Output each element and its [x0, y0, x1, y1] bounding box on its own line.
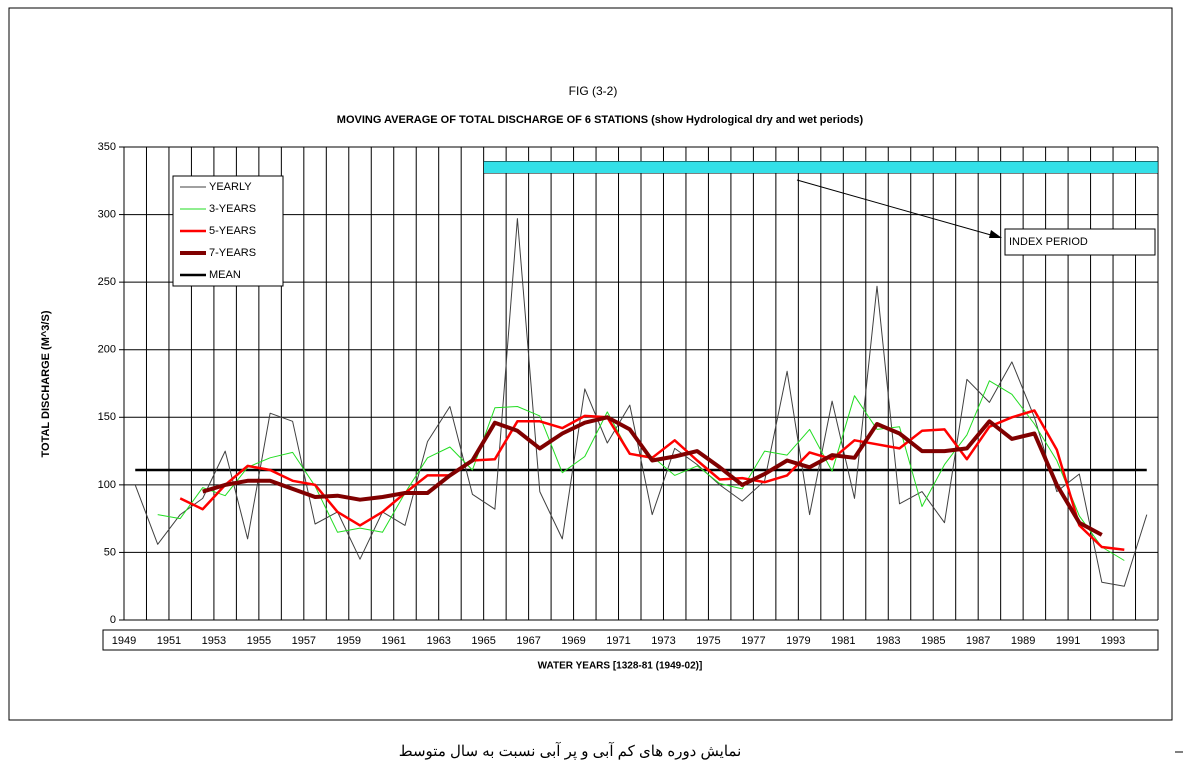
y-tick-label: 50: [104, 546, 116, 558]
index-label: INDEX PERIOD: [1009, 236, 1088, 248]
series-line: [134, 218, 1148, 587]
chart-frame: [8, 7, 1173, 721]
y-tick-label: 100: [98, 479, 116, 491]
series-line: [202, 415, 1103, 537]
x-label-box: [102, 629, 1159, 651]
y-axis-label: TOTAL DISCHARGE (M^3/S): [40, 310, 52, 457]
x-tick-label: 1951: [157, 635, 181, 647]
x-tick-label: 1987: [966, 635, 990, 647]
x-tick-label: 1983: [876, 635, 900, 647]
x-tick-label: 1957: [292, 635, 316, 647]
x-tick-label: 1981: [831, 635, 855, 647]
y-tick-label: 150: [98, 411, 116, 423]
chart-title: FIG (3-2): [569, 84, 618, 98]
caption-number: شکل 11 –: [1175, 743, 1183, 760]
caption-text: نمایش دوره های کم آبی و پر آبی نسبت به س…: [399, 742, 742, 760]
y-tick-label: 300: [98, 208, 116, 220]
legend-label: MEAN: [209, 269, 241, 281]
x-tick-label: 1965: [471, 635, 495, 647]
legend-label: 3-YEARS: [209, 203, 256, 215]
x-tick-label: 1963: [426, 635, 450, 647]
y-tick-label: 200: [98, 344, 116, 356]
arrow-head: [989, 230, 1002, 238]
x-tick-label: 1959: [337, 635, 361, 647]
chart-subtitle: MOVING AVERAGE OF TOTAL DISCHARGE OF 6 S…: [337, 114, 864, 126]
x-tick-label: 1977: [741, 635, 765, 647]
x-tick-label: 1985: [921, 635, 945, 647]
index-label-box: [1004, 228, 1156, 256]
y-tick-label: 0: [110, 614, 116, 626]
x-tick-label: 1949: [112, 635, 136, 647]
x-tick-label: 1955: [247, 635, 271, 647]
index-period-bar: [483, 161, 1159, 174]
x-tick-label: 1967: [516, 635, 540, 647]
x-tick-label: 1969: [561, 635, 585, 647]
x-tick-label: 1971: [606, 635, 630, 647]
x-tick-label: 1975: [696, 635, 720, 647]
x-tick-label: 1973: [651, 635, 675, 647]
x-tick-label: 1979: [786, 635, 810, 647]
x-tick-label: 1953: [202, 635, 226, 647]
x-tick-label: 1961: [381, 635, 405, 647]
x-axis-label: WATER YEARS [1328-81 (1949-02)]: [538, 661, 703, 672]
legend-label: YEARLY: [209, 181, 252, 193]
x-tick-label: 1991: [1056, 635, 1080, 647]
y-tick-label: 350: [98, 141, 116, 153]
legend-label: 7-YEARS: [209, 247, 256, 259]
x-tick-label: 1989: [1011, 635, 1035, 647]
x-tick-label: 1993: [1101, 635, 1125, 647]
y-tick-label: 250: [98, 276, 116, 288]
index-arrow: [796, 179, 999, 238]
legend-label: 5-YEARS: [209, 225, 256, 237]
